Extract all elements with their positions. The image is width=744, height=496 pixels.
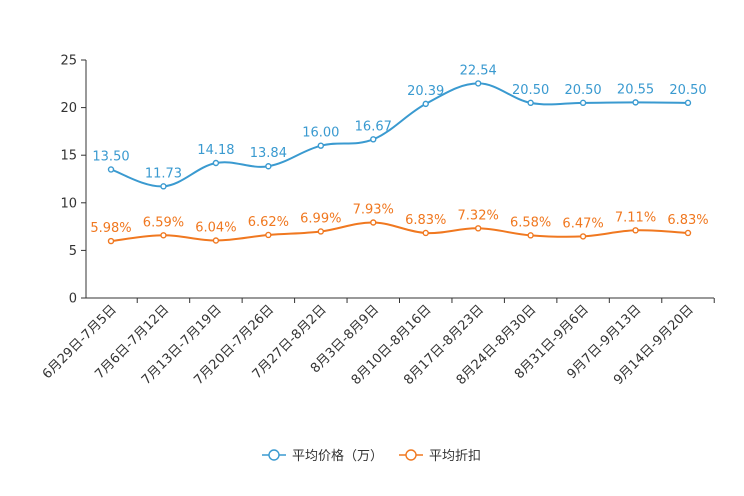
- legend-item-2: 平均折扣: [399, 449, 481, 464]
- data-label: 20.39: [407, 84, 444, 99]
- data-label: 14.18: [197, 143, 234, 158]
- data-point: [317, 228, 325, 235]
- data-point: [422, 100, 429, 108]
- data-label: 20.50: [564, 83, 601, 98]
- data-label: 7.93%: [353, 203, 394, 218]
- y-tick-label: 20: [60, 101, 77, 116]
- data-label: 20.50: [512, 83, 549, 98]
- y-tick-label: 5: [69, 244, 77, 259]
- data-label: 6.04%: [195, 220, 236, 235]
- legend-label: 平均价格（万）: [292, 448, 383, 464]
- data-point: [579, 99, 587, 107]
- data-point: [527, 232, 534, 239]
- data-point: [632, 227, 639, 234]
- data-point: [265, 231, 272, 239]
- data-point: [212, 159, 220, 167]
- data-label: 6.62%: [248, 215, 289, 230]
- y-tick-label: 10: [60, 196, 77, 211]
- data-point: [684, 99, 692, 107]
- series-1: 13.50 11.73 14.18 13.84 16.00 16.67 20.39 22.54…: [92, 63, 707, 190]
- y-tick-label: 0: [69, 292, 77, 307]
- series-layer: 13.50 11.73 14.18 13.84 16.00 16.67 20.39 22.54…: [90, 63, 709, 245]
- data-point: [265, 163, 272, 170]
- data-point: [160, 183, 167, 190]
- axes: 05101520256月29日-7月5日7月6日-7月12日7月13日-7月19…: [40, 54, 715, 388]
- data-label: 6.83%: [405, 213, 446, 228]
- data-label: 7.11%: [615, 210, 656, 225]
- data-point: [422, 229, 429, 237]
- series-line: [110, 82, 689, 188]
- series-2: 5.98% 6.59% 6.04% 6.62% 6.99% 7.93% 6.83% 7.32%…: [90, 203, 709, 245]
- data-point: [370, 219, 377, 226]
- data-label: 22.54: [460, 63, 497, 78]
- data-label: 20.50: [669, 83, 706, 98]
- data-label: 6.99%: [300, 211, 341, 226]
- legend: 平均价格（万） 平均折扣: [262, 448, 481, 464]
- data-point: [107, 237, 115, 245]
- data-label: 13.84: [250, 146, 287, 161]
- data-point: [370, 136, 377, 143]
- data-label: 16.67: [355, 119, 392, 134]
- data-point: [527, 99, 534, 107]
- legend-marker: [268, 449, 280, 461]
- data-label: 6.47%: [562, 216, 603, 231]
- legend-item-1: 平均价格（万）: [262, 448, 383, 464]
- data-label: 6.59%: [143, 215, 184, 230]
- data-point: [632, 99, 639, 106]
- y-tick-label: 25: [60, 54, 77, 69]
- data-point: [474, 225, 482, 232]
- data-point: [107, 166, 115, 173]
- data-point: [212, 237, 220, 244]
- data-point: [579, 233, 587, 240]
- data-point: [684, 229, 692, 237]
- data-point: [160, 232, 167, 239]
- legend-marker: [405, 449, 417, 461]
- legend-label: 平均折扣: [429, 449, 481, 464]
- data-label: 5.98%: [90, 221, 131, 236]
- data-point: [317, 142, 325, 149]
- data-label: 16.00: [302, 126, 339, 141]
- data-label: 6.83%: [667, 213, 708, 228]
- data-label: 13.50: [92, 149, 129, 164]
- data-label: 11.73: [145, 166, 182, 181]
- data-label: 6.58%: [510, 215, 551, 230]
- data-label: 7.32%: [458, 208, 499, 223]
- series-line: [110, 221, 689, 243]
- y-tick-label: 15: [60, 149, 77, 164]
- data-label: 20.55: [617, 82, 654, 97]
- data-point: [474, 80, 482, 87]
